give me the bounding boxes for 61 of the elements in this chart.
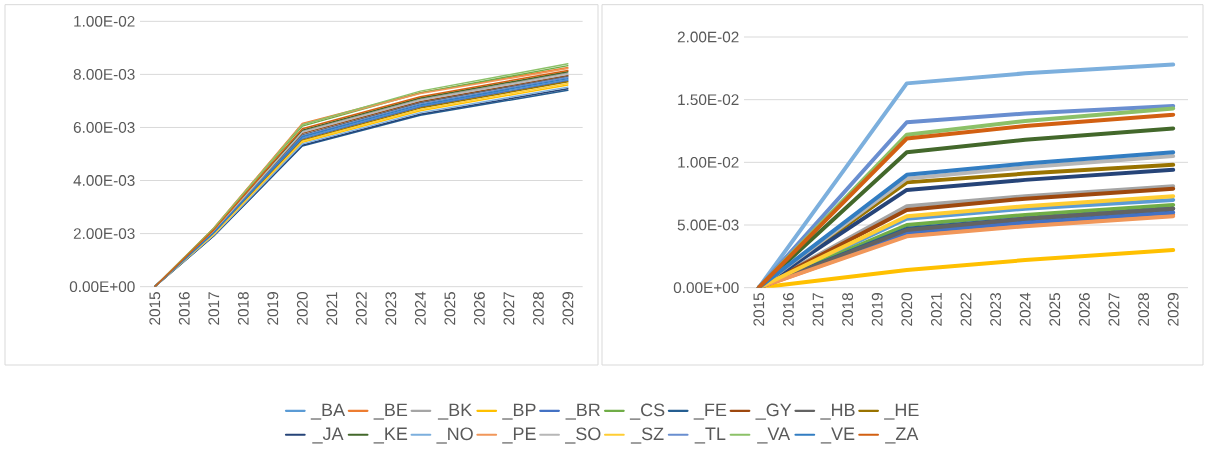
x-tick-label: 2024 (414, 291, 426, 325)
x-tick-label: 2025 (1049, 293, 1061, 326)
x-tick-label: 2021 (930, 293, 942, 326)
x-tick-label: 2015 (149, 292, 161, 325)
legend-label: _ZA (885, 427, 919, 444)
x-tick-label: 2019 (871, 293, 883, 326)
x-tick-label: 2028 (1138, 293, 1150, 326)
x-tick-label: 2018 (237, 292, 249, 325)
x-tick-label: 2022 (960, 293, 972, 326)
x-tick-label: 2026 (473, 292, 485, 325)
x-tick-label: 2022 (355, 292, 367, 325)
legend-label: _KE (373, 427, 408, 444)
legend-label: _CS (629, 403, 665, 420)
y-tick-label: 8.00E-03 (73, 68, 135, 80)
x-tick-label: 2016 (178, 292, 190, 325)
legend-label: _BR (565, 403, 600, 420)
legend-label: _BE (373, 403, 408, 420)
x-tick-label: 2020 (901, 292, 913, 326)
legend-label: _FE (693, 403, 727, 420)
x-tick-label: 2021 (326, 292, 338, 325)
legend-label: _HE (884, 403, 919, 420)
y-tick-label: 2.00E-02 (677, 31, 739, 43)
x-tick-label: 2024 (1019, 292, 1031, 326)
x-tick-label: 2018 (842, 293, 854, 326)
x-tick-label: 2023 (990, 293, 1002, 326)
x-tick-label: 2019 (267, 292, 279, 325)
x-tick-label: 2017 (208, 292, 220, 325)
legend-label: _SZ (630, 427, 664, 444)
y-tick-label: 2.00E-03 (73, 228, 135, 240)
x-tick-label: 2023 (385, 292, 397, 325)
y-tick-label: 1.00E-02 (74, 15, 135, 27)
y-tick-label: 6.00E-03 (73, 122, 135, 133)
legend-label: _GY (755, 403, 792, 420)
x-tick-label: 2026 (1078, 293, 1090, 326)
y-tick-label: 4.00E-03 (73, 175, 135, 186)
x-tick-label: 2020 (296, 291, 308, 325)
legend-label: _VE (820, 427, 855, 444)
y-tick-label: 0.00E+00 (69, 281, 135, 293)
x-tick-label: 2029 (562, 292, 574, 325)
x-tick-label: 2027 (1108, 293, 1120, 326)
x-tick-label: 2017 (812, 293, 824, 326)
x-tick-label: 2015 (753, 293, 765, 326)
legend-label: _SO (565, 427, 601, 444)
y-tick-label: 1.50E-02 (678, 94, 739, 106)
y-tick-label: 5.00E-03 (677, 219, 739, 231)
legend-label: _PE (502, 427, 536, 444)
legend-label: _BA (310, 403, 346, 420)
x-tick-label: 2016 (782, 293, 794, 326)
legend-label: _VA (757, 427, 791, 444)
legend-label: _HB (820, 403, 855, 420)
legend-label: _JA (312, 427, 344, 444)
legend-label: _BP (502, 403, 536, 420)
y-tick-label: 1.00E-02 (678, 156, 739, 168)
legend-label: _BK (437, 403, 472, 420)
legend-label: _TL (694, 427, 726, 444)
y-tick-label: 0.00E+00 (673, 282, 739, 294)
x-tick-label: 2028 (532, 292, 544, 325)
x-tick-label: 2025 (444, 292, 456, 325)
legend-label: _NO (436, 427, 473, 444)
x-tick-label: 2029 (1167, 293, 1179, 326)
x-tick-label: 2027 (503, 292, 515, 325)
